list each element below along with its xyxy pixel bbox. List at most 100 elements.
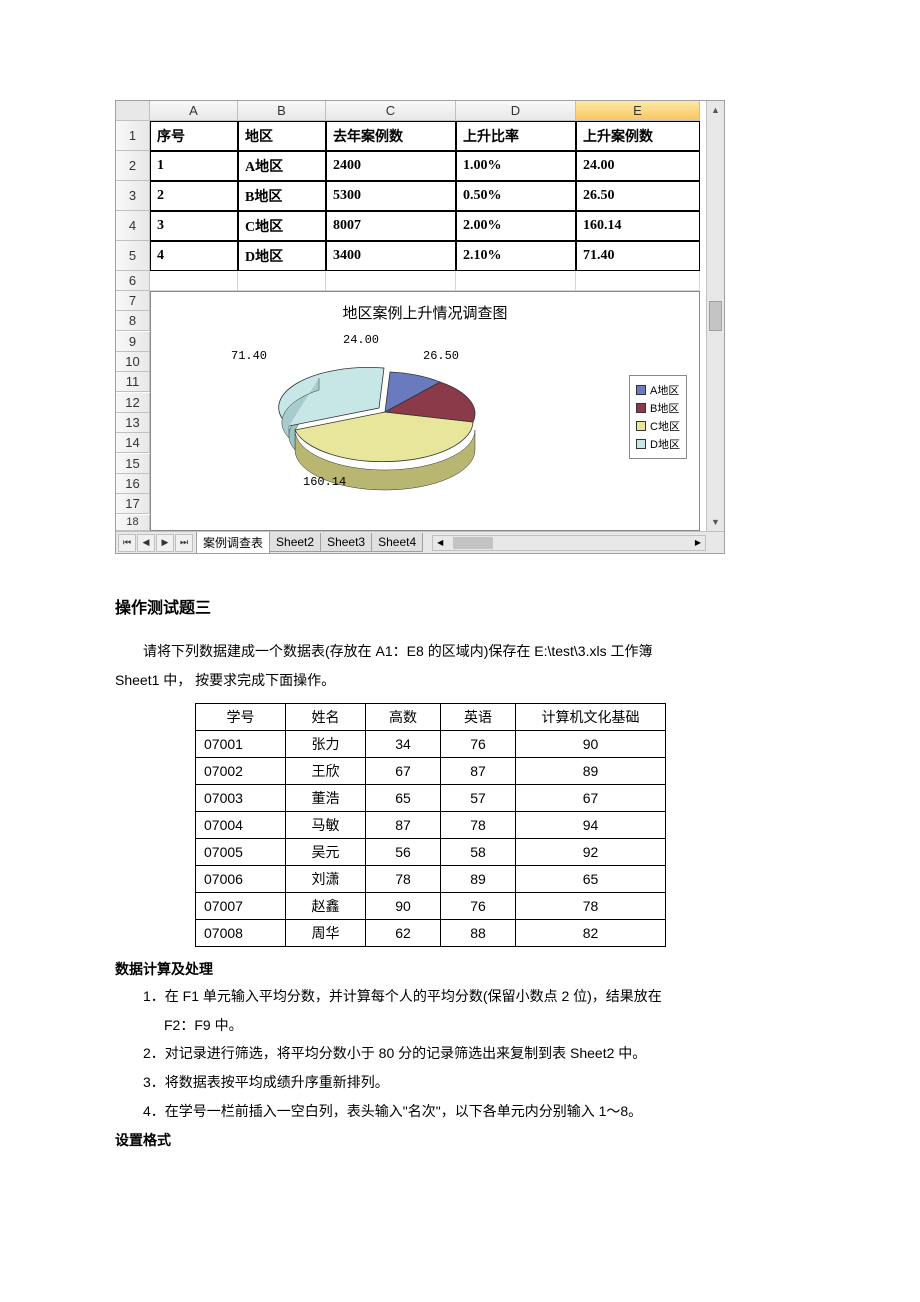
cell-b6[interactable] [238, 271, 326, 291]
legend-swatch-b [636, 403, 646, 413]
cell-b4[interactable]: C地区 [238, 211, 326, 241]
row-header-16[interactable]: 16 [116, 474, 150, 494]
legend-label-a: A地区 [650, 382, 679, 398]
cell-d1[interactable]: 上升比率 [456, 121, 576, 151]
cell-e2[interactable]: 24.00 [576, 151, 700, 181]
table-row: 07005吴元565892 [196, 839, 666, 866]
row-header-13[interactable]: 13 [116, 413, 150, 433]
horizontal-scrollbar[interactable]: ◀ ▶ [432, 535, 706, 551]
col-header-a[interactable]: A [150, 101, 238, 121]
row-header-11[interactable]: 11 [116, 372, 150, 392]
sheet-nav-last-icon[interactable]: ⏭ [175, 534, 193, 552]
table-row: 07004马敏877894 [196, 812, 666, 839]
row-header-1[interactable]: 1 [116, 121, 150, 151]
cell-e6[interactable] [576, 271, 700, 291]
th-math: 高数 [366, 704, 441, 731]
student-table: 学号 姓名 高数 英语 计算机文化基础 07001张力347690 07002王… [195, 703, 666, 947]
row-header-4[interactable]: 4 [116, 211, 150, 241]
legend-swatch-a [636, 385, 646, 395]
cell-c3[interactable]: 5300 [326, 181, 456, 211]
list-item-4: 4．在学号一栏前插入一空白列，表头输入"名次"，以下各单元内分别输入 1～8。 [115, 1098, 805, 1125]
cell-d2[interactable]: 1.00% [456, 151, 576, 181]
table-row: 07001张力347690 [196, 731, 666, 758]
cell-b5[interactable]: D地区 [238, 241, 326, 271]
table-row: 07008周华628882 [196, 920, 666, 947]
legend-label-b: B地区 [650, 400, 679, 416]
cell-c5[interactable]: 3400 [326, 241, 456, 271]
chart-title: 地区案例上升情况调查图 [155, 296, 695, 327]
hscroll-right-icon[interactable]: ▶ [691, 536, 705, 550]
cell-c2[interactable]: 2400 [326, 151, 456, 181]
row-header-15[interactable]: 15 [116, 454, 150, 474]
cell-a3[interactable]: 2 [150, 181, 238, 211]
cell-c6[interactable] [326, 271, 456, 291]
subheading-2: 设置格式 [115, 1130, 805, 1150]
th-computer: 计算机文化基础 [516, 704, 666, 731]
hscroll-thumb[interactable] [453, 537, 493, 549]
col-header-b[interactable]: B [238, 101, 326, 121]
cell-e5[interactable]: 71.40 [576, 241, 700, 271]
sheet-tab-4[interactable]: Sheet4 [371, 533, 423, 552]
cell-a6[interactable] [150, 271, 238, 291]
sheet-nav-next-icon[interactable]: ▶ [156, 534, 174, 552]
row-header-9[interactable]: 9 [116, 332, 150, 352]
cell-c1[interactable]: 去年案例数 [326, 121, 456, 151]
row-header-2[interactable]: 2 [116, 151, 150, 181]
row-header-14[interactable]: 14 [116, 433, 150, 453]
table-row: 07006刘潇788965 [196, 866, 666, 893]
cell-b3[interactable]: B地区 [238, 181, 326, 211]
subheading-1: 数据计算及处理 [115, 959, 805, 979]
row-header-8[interactable]: 8 [116, 311, 150, 331]
table-row: 07002王欣678789 [196, 758, 666, 785]
cell-b2[interactable]: A地区 [238, 151, 326, 181]
cell-d4[interactable]: 2.00% [456, 211, 576, 241]
cell-c4[interactable]: 8007 [326, 211, 456, 241]
row-header-12[interactable]: 12 [116, 393, 150, 413]
table-row: 07003董浩655767 [196, 785, 666, 812]
cell-d5[interactable]: 2.10% [456, 241, 576, 271]
cell-b1[interactable]: 地区 [238, 121, 326, 151]
sheet-nav-first-icon[interactable]: ⏮ [118, 534, 136, 552]
sheet-nav-prev-icon[interactable]: ◀ [137, 534, 155, 552]
cell-a5[interactable]: 4 [150, 241, 238, 271]
pie-label-b: 26.50 [423, 349, 459, 363]
row-header-10[interactable]: 10 [116, 352, 150, 372]
legend-swatch-c [636, 421, 646, 431]
cell-d3[interactable]: 0.50% [456, 181, 576, 211]
excel-screenshot: A B C D E 1 序号 地区 去年案例数 上升比率 上升案例数 2 1 A… [115, 100, 725, 554]
cell-d6[interactable] [456, 271, 576, 291]
cell-a2[interactable]: 1 [150, 151, 238, 181]
intro-line-2: Sheet1 中， 按要求完成下面操作。 [115, 667, 805, 694]
cell-e4[interactable]: 160.14 [576, 211, 700, 241]
table-row: 07007赵鑫907678 [196, 893, 666, 920]
col-header-c[interactable]: C [326, 101, 456, 121]
row-header-3[interactable]: 3 [116, 181, 150, 211]
th-name: 姓名 [286, 704, 366, 731]
cell-a4[interactable]: 3 [150, 211, 238, 241]
row-header-17[interactable]: 17 [116, 494, 150, 514]
vertical-scrollbar[interactable]: ▲ ▼ [706, 101, 724, 531]
hscroll-left-icon[interactable]: ◀ [433, 536, 447, 550]
row-header-18[interactable]: 18 [116, 515, 150, 531]
col-header-d[interactable]: D [456, 101, 576, 121]
row-header-6[interactable]: 6 [116, 271, 150, 291]
vscroll-thumb[interactable] [709, 301, 722, 331]
legend-label-c: C地区 [650, 418, 680, 434]
list-item-1b: F2：F9 中。 [115, 1012, 805, 1039]
sheet-tab-2[interactable]: Sheet2 [269, 533, 321, 552]
table-header-row: 学号 姓名 高数 英语 计算机文化基础 [196, 704, 666, 731]
scroll-down-icon[interactable]: ▼ [707, 513, 724, 531]
list-item-1a: 1．在 F1 单元输入平均分数，并计算每个人的平均分数(保留小数点 2 位)，结… [115, 983, 805, 1010]
cell-e3[interactable]: 26.50 [576, 181, 700, 211]
list-item-2: 2．对记录进行筛选，将平均分数小于 80 分的记录筛选出来复制到表 Sheet2… [115, 1040, 805, 1067]
cell-e1[interactable]: 上升案例数 [576, 121, 700, 151]
cell-a1[interactable]: 序号 [150, 121, 238, 151]
sheet-tab-3[interactable]: Sheet3 [320, 533, 372, 552]
th-english: 英语 [441, 704, 516, 731]
row-header-7[interactable]: 7 [116, 291, 150, 311]
scroll-up-icon[interactable]: ▲ [707, 101, 724, 119]
sheet-tab-active[interactable]: 案例调查表 [196, 532, 270, 554]
list-item-3: 3．将数据表按平均成绩升序重新排列。 [115, 1069, 805, 1096]
row-header-5[interactable]: 5 [116, 241, 150, 271]
col-header-e[interactable]: E [576, 101, 700, 121]
